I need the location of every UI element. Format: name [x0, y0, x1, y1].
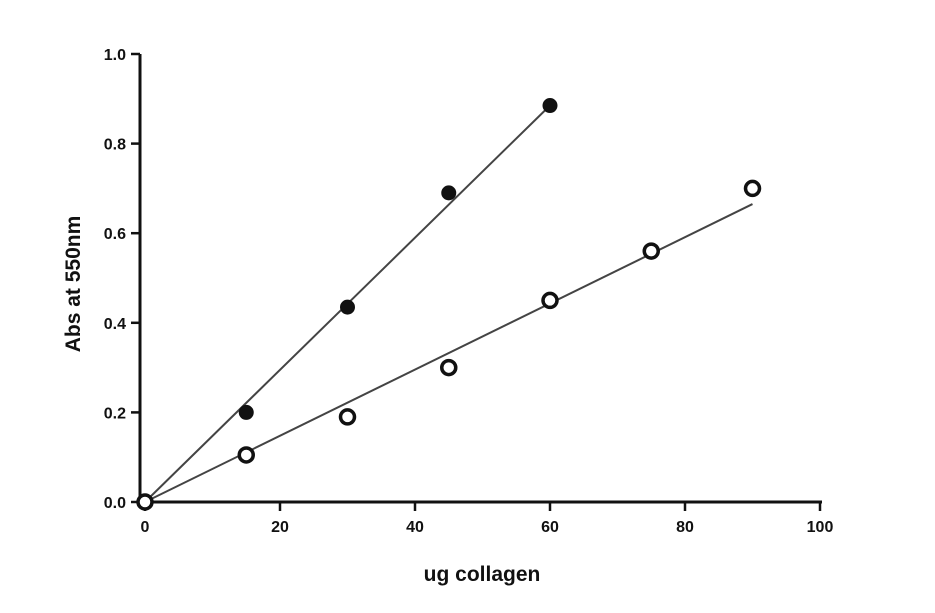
axes: 0.0 0.2 0.4 0.6 0.8 1.0 0 20 40 60 80 100 [104, 47, 834, 536]
fit-lines [144, 104, 753, 503]
x-tick-label: 0 [141, 519, 150, 536]
data-markers [136, 98, 762, 511]
fit-line-series-2 [144, 203, 753, 503]
series-1-point-3 [340, 299, 355, 315]
series-2-point-1 [136, 493, 154, 511]
series-2-point-4 [440, 358, 458, 377]
x-tick-label: 60 [541, 519, 559, 536]
y-tick-label: 0.8 [104, 137, 126, 154]
y-tick-label: 0.0 [104, 495, 126, 512]
y-axis-title: Abs at 550nm [62, 216, 85, 353]
y-tick-label: 0.6 [104, 226, 126, 243]
series-2-point-7 [743, 179, 762, 198]
x-axis-title: ug collagen [424, 563, 541, 586]
series-1-point-5 [542, 98, 558, 114]
series-1-point-2 [238, 404, 254, 420]
series-2-point-3 [338, 408, 357, 426]
y-tick-label: 0.2 [104, 405, 126, 422]
x-tick-label: 20 [271, 519, 289, 536]
x-tick-label: 40 [406, 519, 424, 536]
series-2-point-5 [541, 291, 559, 310]
y-tick-label: 1.0 [104, 47, 126, 64]
y-tick-label: 0.4 [104, 316, 126, 333]
series-2-point-2 [237, 446, 255, 464]
series-1-point-4 [441, 185, 457, 201]
x-tick-label: 80 [676, 519, 694, 536]
series-2-point-6 [642, 242, 660, 260]
x-tick-label: 100 [807, 519, 834, 536]
